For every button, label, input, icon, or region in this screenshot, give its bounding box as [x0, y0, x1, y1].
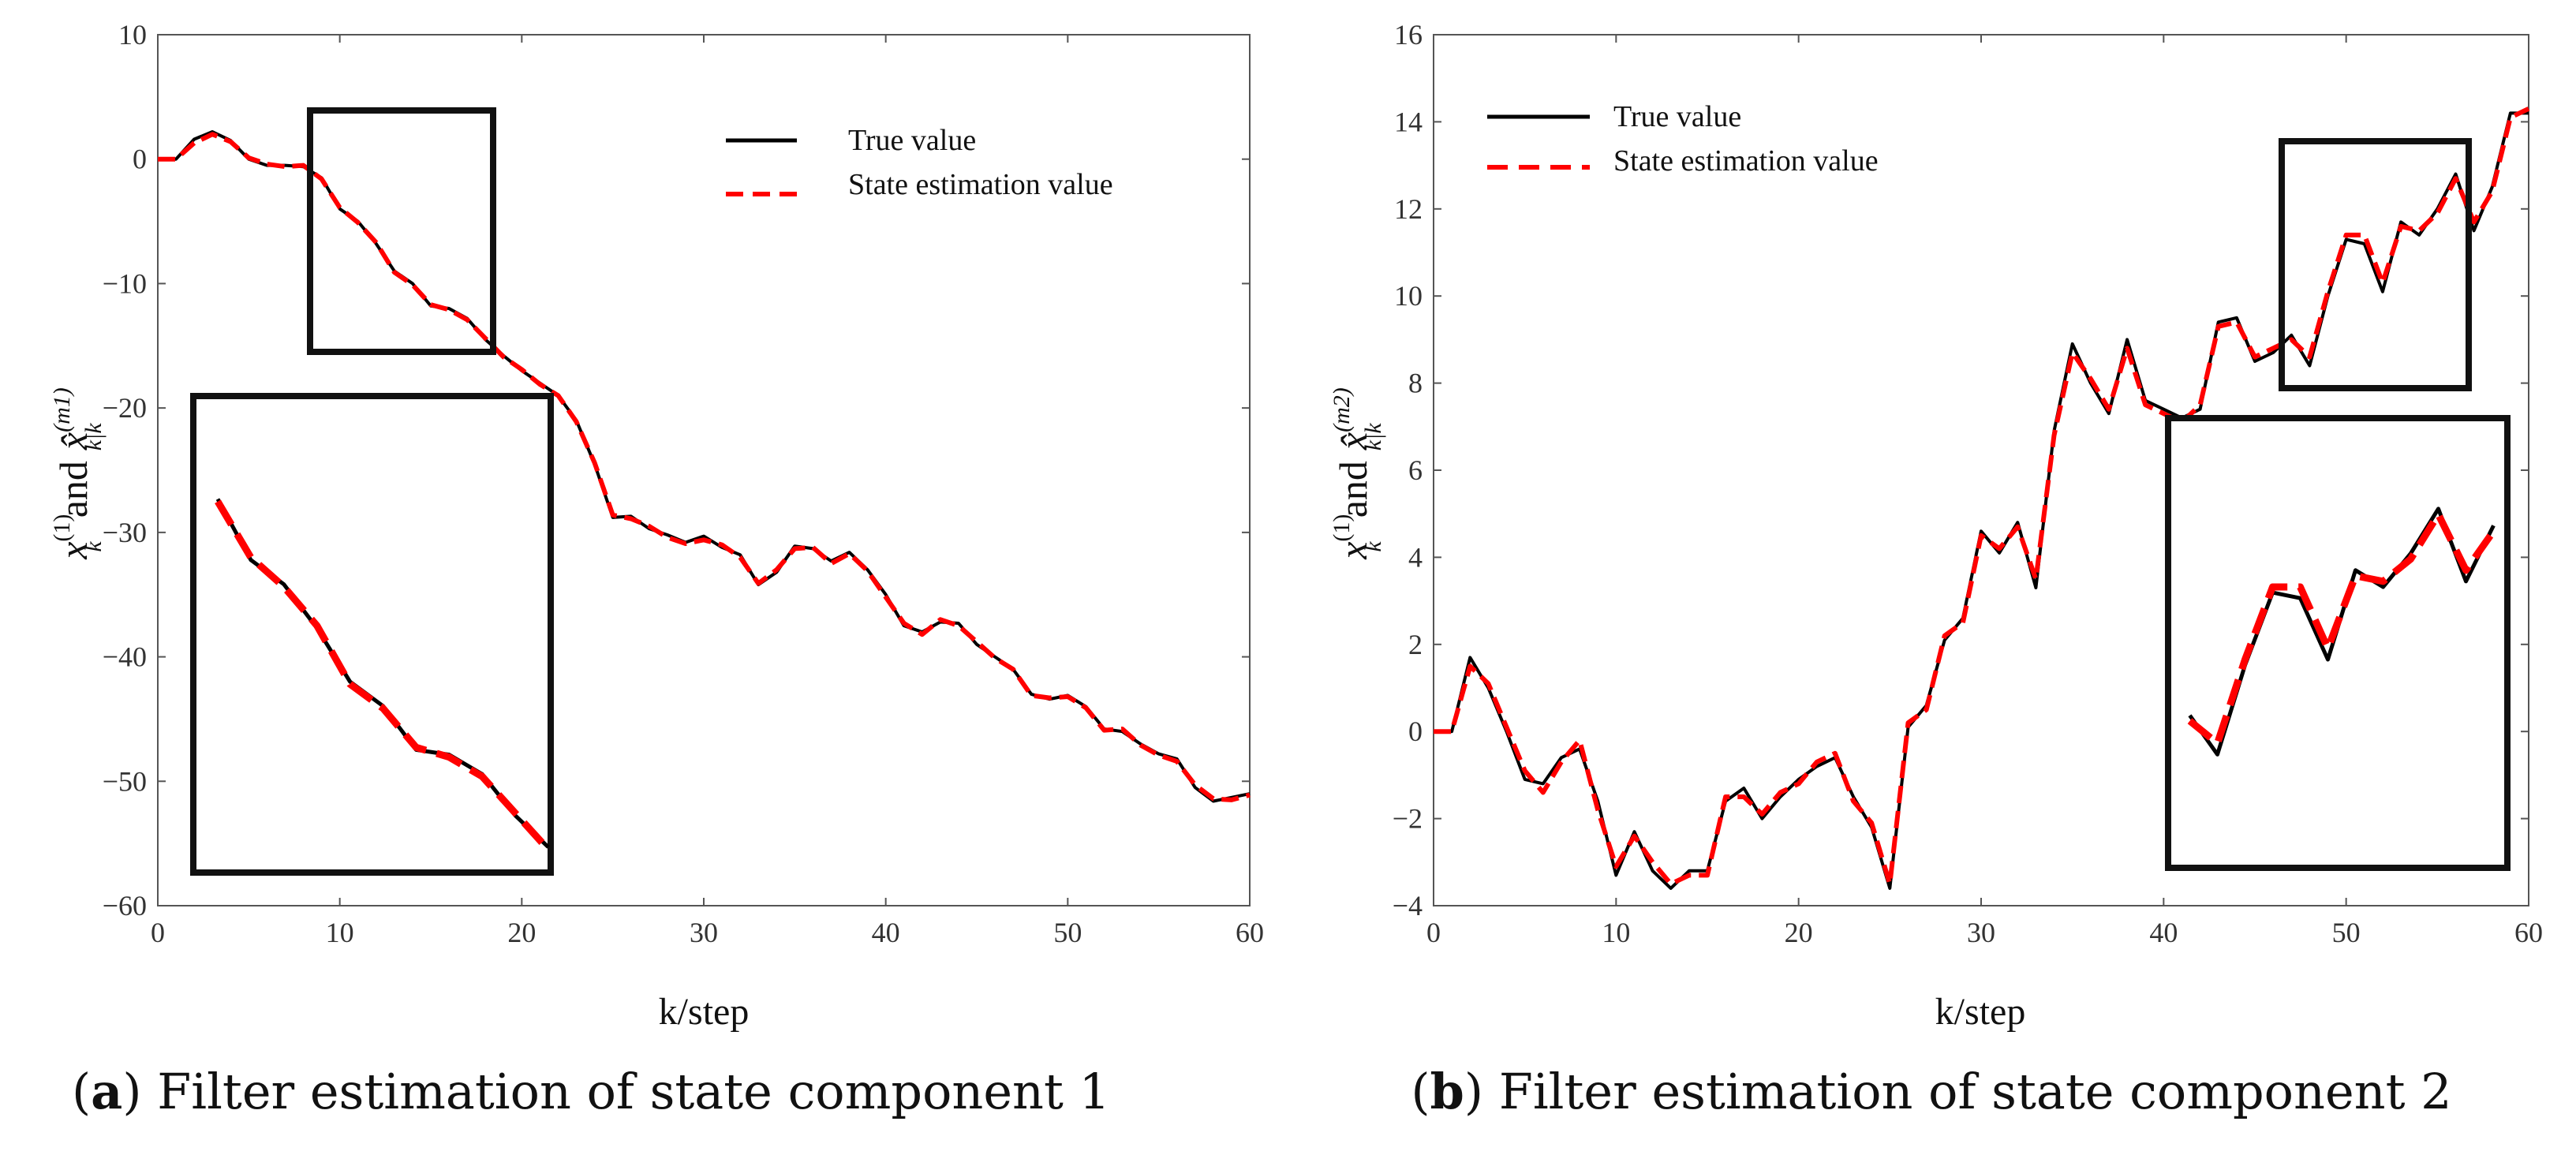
y-tick-label: 6 — [1408, 454, 1423, 486]
y-tick-label: 4 — [1408, 541, 1423, 573]
panel-b-ylabel-sup: (1) — [1329, 514, 1355, 542]
panel-b-caption: (b) Filter estimation of state component… — [1411, 1063, 2451, 1120]
series-line-estimation — [158, 132, 1251, 802]
series-line-estimation — [1434, 107, 2530, 887]
y-tick-label: 16 — [1394, 19, 1423, 50]
inset-line-estimation — [2187, 510, 2497, 747]
x-tick-label: 20 — [1785, 917, 1813, 948]
panel-a-plot-frame — [157, 34, 1251, 906]
panel-b-ylabel-and: and — [1331, 461, 1375, 518]
panel-b-ylabel-hat-sup: (m2) — [1329, 387, 1355, 432]
panel-b-ylabel-hat-sub: k|k — [1360, 423, 1386, 451]
panel-a-ylabel-sup: (1) — [49, 514, 75, 542]
x-tick-label: 50 — [1053, 917, 1082, 948]
panel-b-caption-text: Filter estimation of state component 2 — [1499, 1063, 2452, 1120]
panel-a-y-ticks: 10 0 −10 −20 −30 −40 −50 −60 — [103, 19, 1250, 921]
y-tick-label: 12 — [1394, 193, 1423, 225]
series-line-true — [1434, 111, 2529, 890]
y-tick-label: 0 — [1408, 716, 1423, 747]
panel-a: 10 0 −10 −20 −30 −40 −50 −60 0 10 20 30 40 50 60 True… — [49, 19, 1264, 1120]
panel-b-xlabel: k/step — [1935, 991, 2026, 1033]
y-tick-label: −2 — [1393, 803, 1423, 835]
y-tick-label: 14 — [1394, 106, 1423, 137]
svg-text:x(1)kandx̂(m1)k|k: x(1) k and x̂(m1)k|k — [49, 387, 107, 560]
x-tick-label: 0 — [151, 917, 165, 948]
legend-est-label: State estimation value — [848, 168, 1113, 201]
x-tick-label: 60 — [2514, 917, 2543, 948]
x-tick-label: 20 — [507, 917, 536, 948]
panel-b-y-ticks: 16 14 12 10 8 6 4 2 0 −2 −4 — [1393, 19, 2529, 921]
panel-b-zoom-source-box — [2279, 138, 2472, 391]
panel-b-inset-series — [2187, 506, 2497, 757]
y-tick-label: 8 — [1408, 368, 1423, 399]
y-tick-label: −40 — [103, 641, 147, 673]
x-tick-label: 30 — [1967, 917, 1995, 948]
x-tick-label: 40 — [872, 917, 900, 948]
panel-a-legend: True value State estimation value — [726, 124, 1113, 201]
y-tick-label: −10 — [103, 267, 147, 299]
legend-est-label: State estimation value — [1613, 144, 1879, 178]
series-line-true — [158, 130, 1251, 803]
panel-a-ylabel-hat-sub: k|k — [80, 423, 107, 451]
panel-a-zoom-source-box — [307, 107, 496, 355]
panel-a-ylabel: x(1) k and x̂(m1)k|k — [49, 387, 107, 560]
panel-a-series — [158, 130, 1251, 803]
legend-true-label: True value — [1613, 100, 1741, 133]
panel-a-zoom-inset-box — [190, 393, 554, 876]
y-tick-label: 0 — [133, 144, 147, 175]
y-tick-label: −4 — [1393, 890, 1423, 921]
panel-a-ylabel-x: x — [51, 542, 95, 560]
panel-a-ylabel-and: and — [51, 461, 95, 518]
panel-a-ylabel-hat-sup: (m1) — [49, 387, 75, 432]
panel-b-series — [1434, 107, 2530, 890]
x-tick-label: 30 — [690, 917, 718, 948]
panel-b-ylabel-sub: k — [1360, 541, 1386, 552]
svg-text:x(1)kandx̂(m2)k|k: x(1) k and x̂(m2)k|k — [1329, 387, 1386, 560]
panel-b-caption-letter: b — [1430, 1063, 1464, 1120]
y-tick-label: 10 — [1394, 280, 1423, 312]
x-tick-label: 40 — [2149, 917, 2178, 948]
panel-a-ylabel-hat: x̂ — [51, 432, 95, 450]
panel-a-x-ticks: 0 10 20 30 40 50 60 — [151, 35, 1264, 948]
y-tick-label: −50 — [103, 765, 147, 797]
x-tick-label: 10 — [326, 917, 354, 948]
panel-a-xlabel: k/step — [659, 991, 750, 1033]
x-tick-label: 50 — [2332, 917, 2361, 948]
panel-b-ylabel-hat: x̂ — [1331, 432, 1375, 450]
panel-a-caption: (a) Filter estimation of state component… — [72, 1063, 1110, 1120]
x-tick-label: 0 — [1426, 917, 1441, 948]
y-tick-label: 10 — [118, 19, 147, 50]
x-tick-label: 10 — [1602, 917, 1630, 948]
y-tick-label: −20 — [103, 392, 147, 424]
panel-a-caption-text: Filter estimation of state component 1 — [157, 1063, 1110, 1120]
panel-a-caption-letter: a — [91, 1063, 122, 1120]
y-tick-label: 2 — [1408, 629, 1423, 660]
y-tick-label: −60 — [103, 890, 147, 921]
panel-a-ylabel-sub: k — [80, 541, 107, 552]
panel-b-zoom-inset-bg — [2168, 418, 2507, 868]
panel-b-legend: True value State estimation value — [1487, 100, 1879, 178]
panel-b-x-ticks: 0 10 20 30 40 50 60 — [1426, 35, 2543, 948]
panel-a-inset-series — [215, 498, 551, 852]
panel-b-ylabel-x: x — [1331, 542, 1375, 560]
x-tick-label: 60 — [1236, 917, 1264, 948]
panel-b-zoom-inset-box — [2165, 415, 2511, 871]
inset-line-estimation — [215, 499, 551, 852]
y-tick-label: −30 — [103, 517, 147, 548]
panel-b-ylabel: x(1) k and x̂(m2)k|k — [1329, 387, 1386, 560]
legend-true-label: True value — [848, 124, 976, 157]
